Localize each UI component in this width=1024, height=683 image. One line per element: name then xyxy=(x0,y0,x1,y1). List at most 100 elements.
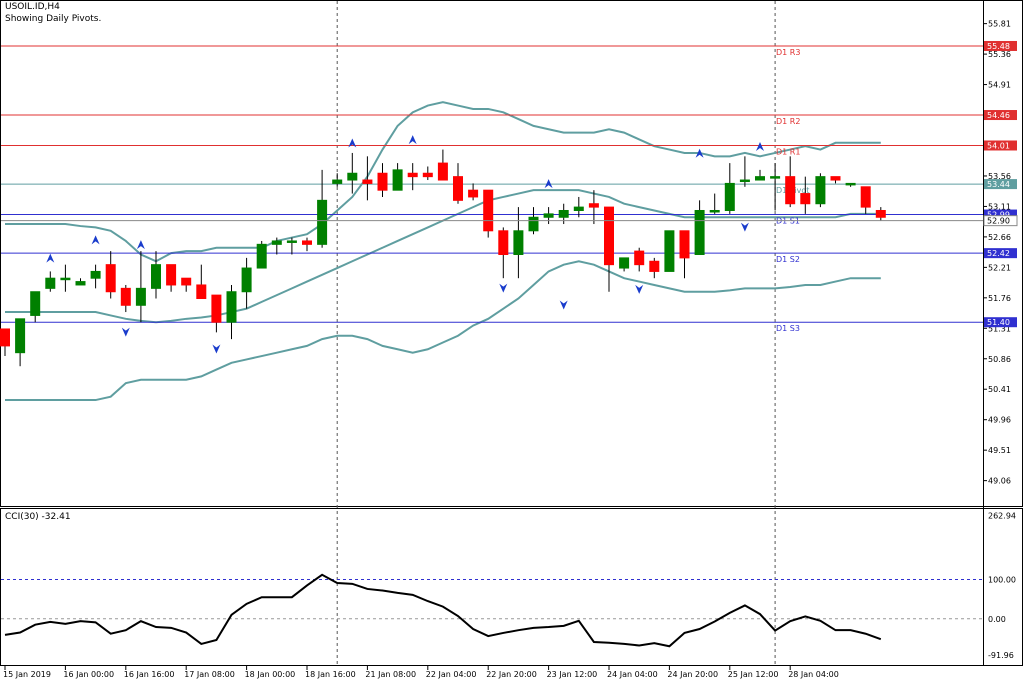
candle-body xyxy=(105,264,116,293)
candle-body xyxy=(317,199,328,245)
candle-body xyxy=(528,216,539,232)
candle-body xyxy=(211,294,222,323)
last-price-label: 52.90 xyxy=(987,217,1010,226)
fractal-up-icon xyxy=(695,148,704,158)
candle-body xyxy=(241,267,252,293)
cci-tick-label: 262.94 xyxy=(988,512,1016,521)
candle-body xyxy=(755,176,765,181)
candle-body xyxy=(30,291,41,316)
candle-body xyxy=(135,287,146,306)
time-tick-label: 16 Jan 16:00 xyxy=(124,670,175,679)
fractal-up-icon xyxy=(91,235,100,245)
candle-body xyxy=(845,182,856,186)
pivot-value-box xyxy=(984,209,1017,220)
bollinger-bands xyxy=(5,101,881,402)
fractal-up-icon xyxy=(756,141,764,151)
price-tick-label: 50.86 xyxy=(988,355,1011,364)
price-axis: 55.81 55.36 54.91 54.46 54.01 53.56 53.11 52.66… xyxy=(1,20,1018,486)
pivot-value-box xyxy=(984,140,1017,151)
pivot-value-label: 52.99 xyxy=(987,211,1010,220)
candle-body xyxy=(619,257,630,269)
candle-body xyxy=(649,260,660,272)
candle-body xyxy=(181,277,192,286)
time-tick-label: 28 Jan 04:00 xyxy=(788,670,839,679)
candle-body xyxy=(453,176,463,201)
price-tick-label: 53.11 xyxy=(988,202,1011,211)
pivot-value-label: 54.46 xyxy=(987,111,1010,120)
candle-body xyxy=(196,284,207,300)
time-tick-label: 18 Jan 16:00 xyxy=(305,670,356,679)
candle-body xyxy=(513,230,524,255)
candle-body xyxy=(558,209,569,218)
price-tick-label: 52.21 xyxy=(988,263,1011,272)
candle-body xyxy=(60,277,71,281)
cci-tick-label: -91.96 xyxy=(988,651,1014,660)
cci-panel: 262.94 100.00 0.00 -91.96 xyxy=(1,512,1016,660)
fractal-down-icon xyxy=(499,283,508,293)
candle-body xyxy=(377,172,388,191)
candle-body xyxy=(875,209,886,218)
time-tick-label: 24 Jan 04:00 xyxy=(607,670,658,679)
candle-body xyxy=(709,209,720,213)
pivot-value-box xyxy=(984,179,1017,190)
candle-body xyxy=(785,176,796,205)
time-tick-label: 16 Jan 00:00 xyxy=(63,670,114,679)
candle-body xyxy=(75,281,86,286)
main-panel-border xyxy=(0,0,1023,507)
cci-line xyxy=(4,573,882,648)
candle-body xyxy=(90,270,101,279)
candle-body xyxy=(588,203,599,208)
candle-body xyxy=(739,179,750,183)
candle-body xyxy=(604,206,614,266)
fractal-up-icon xyxy=(408,135,417,145)
pivot-value-label: 53.44 xyxy=(987,180,1010,189)
candle-body xyxy=(45,277,56,289)
pivot-value-label: 54.01 xyxy=(987,141,1010,150)
candle-body xyxy=(0,328,10,347)
chart-symbol-title: USOIL.ID,H4 xyxy=(5,2,60,12)
time-tick-label: 18 Jan 00:00 xyxy=(245,670,296,679)
candle-body xyxy=(407,172,418,178)
time-tick-label: 24 Jan 20:00 xyxy=(667,670,718,679)
price-tick-label: 55.36 xyxy=(988,50,1011,59)
candle-body xyxy=(422,172,433,178)
candle-body xyxy=(256,243,267,269)
pivot-value-label: 55.48 xyxy=(987,42,1010,51)
candle-body xyxy=(362,179,373,184)
price-tick-label: 50.41 xyxy=(988,385,1011,394)
candle-body xyxy=(332,179,343,184)
price-tick-label: 55.81 xyxy=(988,20,1011,29)
pivot-value-label: 52.42 xyxy=(987,249,1010,258)
fractal-markers xyxy=(46,135,764,354)
candle-body xyxy=(694,209,705,255)
candle-body xyxy=(830,176,841,181)
candle-body xyxy=(770,176,781,179)
candle-body xyxy=(679,230,690,259)
cci-panel-border xyxy=(0,508,1023,666)
candle-body xyxy=(226,291,237,323)
candle-body xyxy=(800,193,811,205)
pivot-value-box xyxy=(984,110,1017,121)
fractal-up-icon xyxy=(544,179,553,189)
time-tick-label: 23 Jan 12:00 xyxy=(547,670,598,679)
fractal-down-icon xyxy=(212,344,221,354)
price-tick-label: 51.76 xyxy=(988,294,1011,303)
last-price-box xyxy=(983,215,1018,227)
pivot-label: D1 R2 xyxy=(776,117,800,126)
cci-tick-label: 100.00 xyxy=(988,576,1016,585)
pivot-value-label: 51.40 xyxy=(987,318,1010,327)
fractal-up-icon xyxy=(46,253,55,263)
pivot-label: D1 S3 xyxy=(776,324,800,333)
candle-body xyxy=(724,182,735,211)
time-tick-label: 25 Jan 12:00 xyxy=(728,670,779,679)
candle-body xyxy=(302,240,312,245)
candle-body xyxy=(860,186,871,208)
fractal-down-icon xyxy=(635,284,644,294)
pivot-value-box xyxy=(984,317,1017,328)
fractal-down-icon xyxy=(121,327,130,337)
candlesticks[interactable] xyxy=(0,149,886,367)
candle-body xyxy=(634,250,645,266)
candle-body xyxy=(437,162,448,181)
